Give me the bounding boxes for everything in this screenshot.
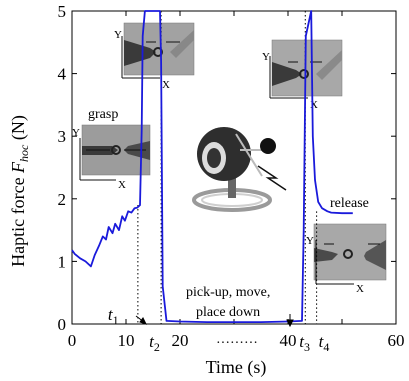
y-tick-label: 3 — [58, 127, 67, 146]
time-marker-label: t4 — [319, 332, 330, 354]
x-tick-label: 60 — [388, 331, 405, 350]
time-dots: ········· — [216, 336, 258, 351]
y-axis-label: Haptic force Fhoc (N) — [8, 115, 31, 267]
x-tick-label: 10 — [118, 331, 135, 350]
x-tick-label: 40 — [280, 331, 297, 350]
phase-label-line2: place down — [196, 305, 260, 320]
grasp-label: grasp — [88, 107, 118, 122]
x-tick-label: 0 — [68, 331, 77, 350]
inset-grasp-y: Y — [72, 127, 80, 139]
x-tick-label: 20 — [172, 331, 189, 350]
inset-grasp-axes — [79, 138, 116, 181]
time-marker-label: t3 — [299, 332, 310, 354]
phase-label-line1: pick-up, move, — [186, 285, 270, 300]
force-line — [71, 10, 353, 323]
inset-release-y: Y — [306, 235, 314, 247]
marker-arrows — [135, 314, 294, 328]
inset-grasp — [81, 124, 151, 176]
time-marker-labels: t1 t2 t3 t4 — [108, 305, 329, 354]
time-marker-label: t1 — [108, 305, 119, 327]
y-tick-label: 0 — [58, 315, 67, 334]
inset-grasp-x: X — [118, 179, 126, 191]
y-tick-label: 4 — [58, 65, 67, 84]
time-marker-label: t2 — [149, 332, 160, 354]
inset-place-axes — [269, 56, 308, 99]
inset-lift-x: X — [162, 79, 170, 91]
y-tick-label: 5 — [58, 2, 67, 21]
inset-group: Y X Y X Y X — [72, 22, 387, 295]
inset-lift-y: Y — [114, 29, 122, 41]
inset-lift-axes — [121, 36, 160, 79]
inset-release — [313, 223, 387, 281]
haptic-device-image — [192, 127, 287, 212]
plot-frame — [71, 10, 397, 325]
inset-release-axes — [315, 240, 354, 285]
release-label: release — [330, 196, 369, 211]
y-tick-label: 1 — [58, 252, 67, 271]
inset-place — [271, 39, 343, 97]
inset-release-x: X — [356, 283, 364, 295]
x-axis-label: Time (s) — [206, 357, 267, 378]
y-tick-label: 2 — [58, 190, 67, 209]
inset-place-y: Y — [262, 51, 270, 63]
inset-place-x: X — [310, 99, 318, 111]
tick-label-group: 0 1 2 3 4 5 0 10 20 40 60 — [58, 2, 405, 350]
inset-lift — [123, 22, 195, 76]
